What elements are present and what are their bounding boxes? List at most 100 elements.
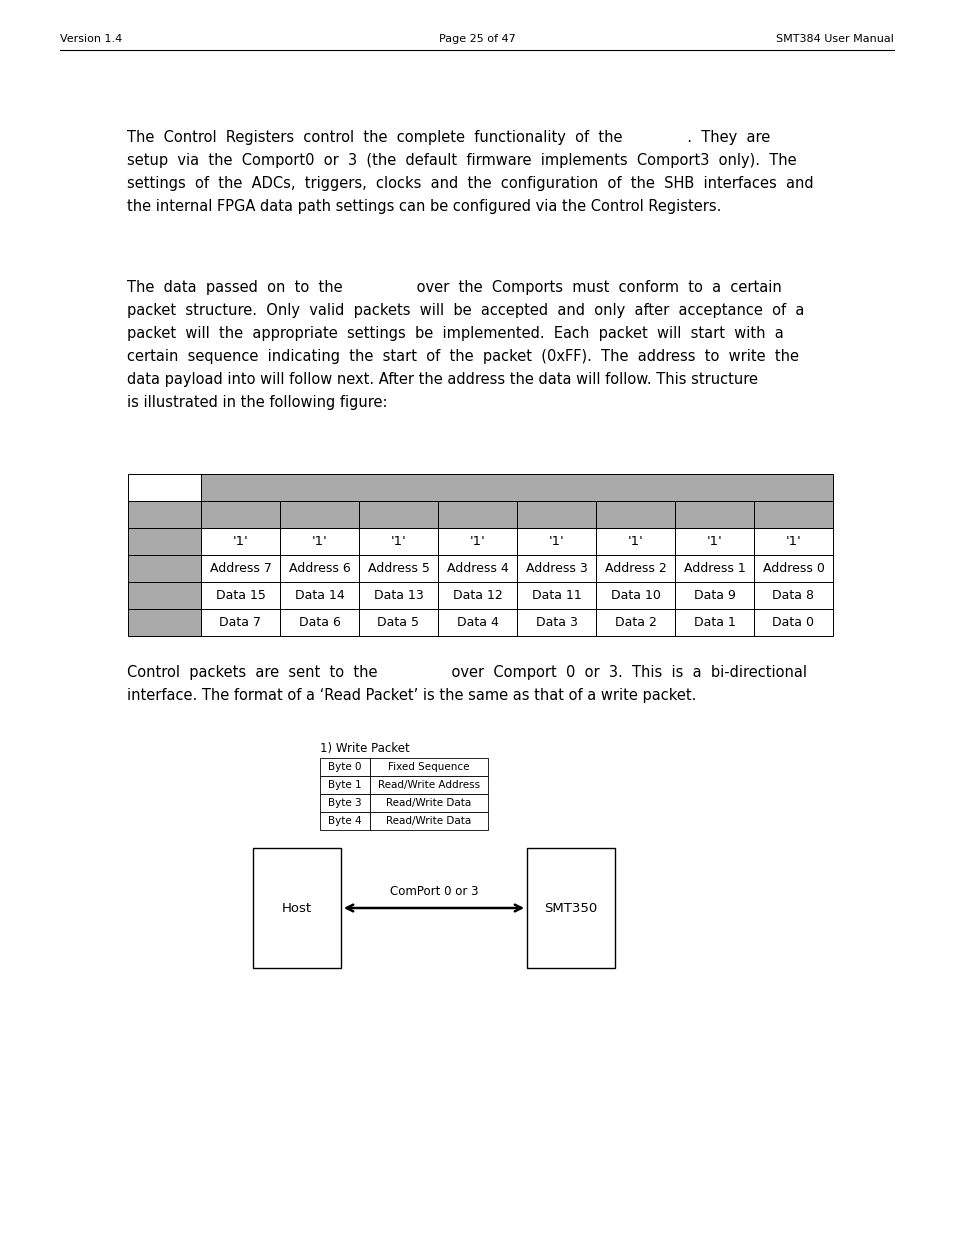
Text: '1': '1' <box>469 535 485 548</box>
Text: Host: Host <box>282 902 312 914</box>
Text: '1': '1' <box>785 535 801 548</box>
Bar <box>358 555 437 582</box>
Text: '1': '1' <box>548 535 564 548</box>
Text: data payload into will follow next. After the address the data will follow. This: data payload into will follow next. Afte… <box>127 372 758 387</box>
Text: Address 6: Address 6 <box>289 562 350 576</box>
Bar <box>596 609 675 636</box>
Bar <box>358 609 437 636</box>
Text: Read/Write Data: Read/Write Data <box>386 816 471 826</box>
Text: is illustrated in the following figure:: is illustrated in the following figure: <box>127 395 387 410</box>
Text: the internal FPGA data path settings can be configured via the Control Registers: the internal FPGA data path settings can… <box>127 199 720 214</box>
Text: '1': '1' <box>390 535 406 548</box>
Text: settings  of  the  ADCs,  triggers,  clocks  and  the  configuration  of  the  S: settings of the ADCs, triggers, clocks a… <box>127 177 813 191</box>
Bar <box>358 529 437 555</box>
Bar <box>280 529 358 555</box>
Bar <box>370 794 488 811</box>
Text: Data 14: Data 14 <box>294 589 344 601</box>
Bar <box>596 501 675 529</box>
Text: Data 2: Data 2 <box>614 616 656 629</box>
Text: Data 15: Data 15 <box>215 589 265 601</box>
Bar <box>437 582 517 609</box>
Bar <box>128 501 201 529</box>
Bar <box>596 582 675 609</box>
Text: '1': '1' <box>706 535 721 548</box>
Bar <box>596 529 675 555</box>
Bar <box>201 609 280 636</box>
Bar <box>319 758 370 776</box>
Bar <box>280 501 358 529</box>
Bar <box>128 582 201 609</box>
Text: Data 6: Data 6 <box>298 616 340 629</box>
Bar <box>675 609 753 636</box>
Text: Byte 1: Byte 1 <box>328 781 361 790</box>
Text: Byte 4: Byte 4 <box>328 816 361 826</box>
Text: interface. The format of a ‘Read Packet’ is the same as that of a write packet.: interface. The format of a ‘Read Packet’… <box>127 688 696 703</box>
Bar <box>201 501 280 529</box>
Text: 1) Write Packet: 1) Write Packet <box>319 742 410 755</box>
Bar <box>358 582 437 609</box>
Bar <box>753 582 832 609</box>
Bar <box>517 555 596 582</box>
Text: Byte 3: Byte 3 <box>328 798 361 808</box>
Text: Data 9: Data 9 <box>693 589 735 601</box>
Text: Page 25 of 47: Page 25 of 47 <box>438 35 515 44</box>
Text: Address 4: Address 4 <box>446 562 508 576</box>
Bar <box>675 501 753 529</box>
Bar <box>128 555 201 582</box>
Bar <box>201 582 280 609</box>
Bar <box>753 529 832 555</box>
Text: Data 10: Data 10 <box>610 589 659 601</box>
Bar <box>596 555 675 582</box>
Bar <box>319 776 370 794</box>
Bar <box>437 501 517 529</box>
Text: Address 3: Address 3 <box>525 562 587 576</box>
Bar <box>370 811 488 830</box>
Text: Address 1: Address 1 <box>683 562 744 576</box>
Text: packet  structure.  Only  valid  packets  will  be  accepted  and  only  after  : packet structure. Only valid packets wil… <box>127 303 803 317</box>
Bar <box>517 582 596 609</box>
Text: Data 5: Data 5 <box>377 616 419 629</box>
Bar <box>675 582 753 609</box>
Text: Address 7: Address 7 <box>210 562 272 576</box>
Text: Byte 0: Byte 0 <box>328 762 361 772</box>
Text: Address 0: Address 0 <box>761 562 823 576</box>
Text: setup  via  the  Comport0  or  3  (the  default  firmware  implements  Comport3 : setup via the Comport0 or 3 (the default… <box>127 153 796 168</box>
Text: Read/Write Data: Read/Write Data <box>386 798 471 808</box>
Bar <box>526 848 615 968</box>
Bar <box>128 529 201 555</box>
Text: Data 7: Data 7 <box>219 616 261 629</box>
Text: Data 12: Data 12 <box>452 589 502 601</box>
Bar <box>319 811 370 830</box>
Bar <box>358 501 437 529</box>
Bar <box>753 609 832 636</box>
Bar <box>370 758 488 776</box>
Bar <box>517 609 596 636</box>
Text: The  Control  Registers  control  the  complete  functionality  of  the         : The Control Registers control the comple… <box>127 130 769 144</box>
Text: Fixed Sequence: Fixed Sequence <box>388 762 469 772</box>
Bar <box>370 776 488 794</box>
Bar <box>437 609 517 636</box>
Bar <box>517 529 596 555</box>
Text: '1': '1' <box>312 535 327 548</box>
Bar <box>753 555 832 582</box>
Bar <box>253 848 340 968</box>
Bar <box>280 582 358 609</box>
Text: Data 3: Data 3 <box>535 616 577 629</box>
Text: packet  will  the  appropriate  settings  be  implemented.  Each  packet  will  : packet will the appropriate settings be … <box>127 326 783 341</box>
Bar <box>437 529 517 555</box>
Text: Address 5: Address 5 <box>367 562 429 576</box>
Bar <box>517 501 596 529</box>
Bar <box>128 609 201 636</box>
Text: Control  packets  are  sent  to  the                over  Comport  0  or  3.  Th: Control packets are sent to the over Com… <box>127 664 806 680</box>
Bar <box>437 555 517 582</box>
Bar <box>319 794 370 811</box>
Text: ComPort 0 or 3: ComPort 0 or 3 <box>390 885 477 898</box>
Bar <box>201 474 832 501</box>
Bar <box>675 529 753 555</box>
Text: Data 4: Data 4 <box>456 616 497 629</box>
Text: Address 2: Address 2 <box>604 562 666 576</box>
Bar <box>280 609 358 636</box>
Text: Data 0: Data 0 <box>772 616 814 629</box>
Bar <box>280 555 358 582</box>
Text: Read/Write Address: Read/Write Address <box>377 781 479 790</box>
